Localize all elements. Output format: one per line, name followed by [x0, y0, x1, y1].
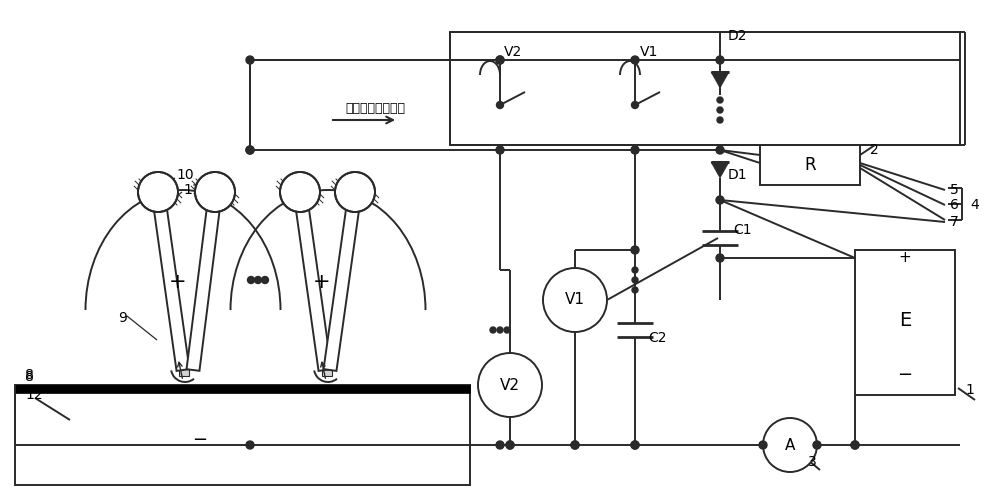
Text: R: R	[804, 156, 816, 174]
Text: 8: 8	[25, 368, 34, 382]
Circle shape	[543, 268, 607, 332]
Text: V1: V1	[565, 292, 585, 307]
Circle shape	[717, 107, 723, 113]
Text: +: +	[899, 250, 911, 266]
Text: 7: 7	[950, 215, 959, 229]
Circle shape	[632, 101, 639, 108]
Text: 10: 10	[176, 168, 194, 182]
Circle shape	[262, 277, 268, 283]
Text: 12: 12	[25, 388, 43, 402]
Circle shape	[496, 147, 504, 154]
Polygon shape	[711, 72, 729, 88]
Circle shape	[496, 146, 504, 154]
Text: 6: 6	[950, 198, 959, 212]
Circle shape	[631, 146, 639, 154]
Bar	[855, 250, 955, 395]
Circle shape	[496, 101, 504, 108]
Polygon shape	[324, 191, 361, 371]
Circle shape	[506, 441, 514, 449]
Text: V1: V1	[640, 45, 658, 59]
Circle shape	[280, 172, 320, 212]
Circle shape	[716, 146, 724, 154]
Circle shape	[138, 172, 178, 212]
Circle shape	[248, 277, 254, 283]
Text: 3: 3	[808, 455, 817, 469]
Circle shape	[717, 97, 723, 103]
Circle shape	[813, 441, 821, 449]
Text: 11: 11	[183, 183, 201, 197]
Text: −: −	[192, 431, 208, 449]
Bar	[15, 385, 470, 393]
Circle shape	[631, 56, 639, 64]
Text: 8: 8	[25, 370, 34, 384]
Circle shape	[490, 327, 496, 333]
Circle shape	[478, 353, 542, 417]
Polygon shape	[152, 191, 189, 371]
Circle shape	[246, 441, 254, 449]
Text: V2: V2	[500, 377, 520, 393]
Text: C2: C2	[648, 331, 666, 345]
Circle shape	[716, 196, 724, 204]
Text: +: +	[313, 272, 331, 292]
Polygon shape	[294, 191, 331, 371]
Text: D2: D2	[728, 29, 748, 43]
Circle shape	[571, 441, 579, 449]
Bar	[450, 32, 960, 145]
Circle shape	[851, 441, 859, 449]
Circle shape	[716, 254, 724, 262]
Circle shape	[335, 172, 375, 212]
Circle shape	[571, 441, 579, 449]
Circle shape	[496, 56, 504, 64]
Circle shape	[716, 56, 724, 64]
Circle shape	[632, 287, 638, 293]
Circle shape	[504, 327, 510, 333]
Text: 9: 9	[118, 311, 127, 325]
Circle shape	[246, 146, 254, 154]
Polygon shape	[711, 162, 729, 178]
Text: −: −	[897, 366, 913, 384]
Circle shape	[763, 418, 817, 472]
Bar	[15, 385, 470, 485]
Text: V2: V2	[504, 45, 522, 59]
Circle shape	[717, 117, 723, 123]
Text: 1: 1	[965, 383, 974, 397]
Text: 4: 4	[970, 198, 979, 212]
Circle shape	[631, 246, 639, 254]
Circle shape	[497, 327, 503, 333]
Circle shape	[632, 267, 638, 273]
Circle shape	[632, 147, 639, 154]
Text: 5: 5	[950, 183, 959, 197]
Text: C1: C1	[733, 223, 752, 237]
Circle shape	[631, 441, 639, 449]
Bar	[322, 368, 332, 376]
Text: A: A	[785, 437, 795, 453]
Circle shape	[496, 56, 504, 64]
Circle shape	[632, 277, 638, 283]
Circle shape	[506, 441, 514, 449]
Circle shape	[759, 441, 767, 449]
Text: 沉积电极运动方向: 沉积电极运动方向	[345, 101, 405, 114]
Circle shape	[496, 441, 504, 449]
Bar	[760, 145, 860, 185]
Text: E: E	[899, 310, 911, 330]
Circle shape	[254, 277, 262, 283]
Circle shape	[246, 56, 254, 64]
Text: 2: 2	[870, 143, 879, 157]
Polygon shape	[187, 194, 221, 371]
Circle shape	[195, 172, 235, 212]
Text: +: +	[169, 272, 187, 292]
Circle shape	[246, 146, 254, 154]
Circle shape	[851, 441, 859, 449]
Circle shape	[631, 441, 639, 449]
Text: D1: D1	[728, 168, 748, 182]
Bar	[179, 368, 189, 376]
